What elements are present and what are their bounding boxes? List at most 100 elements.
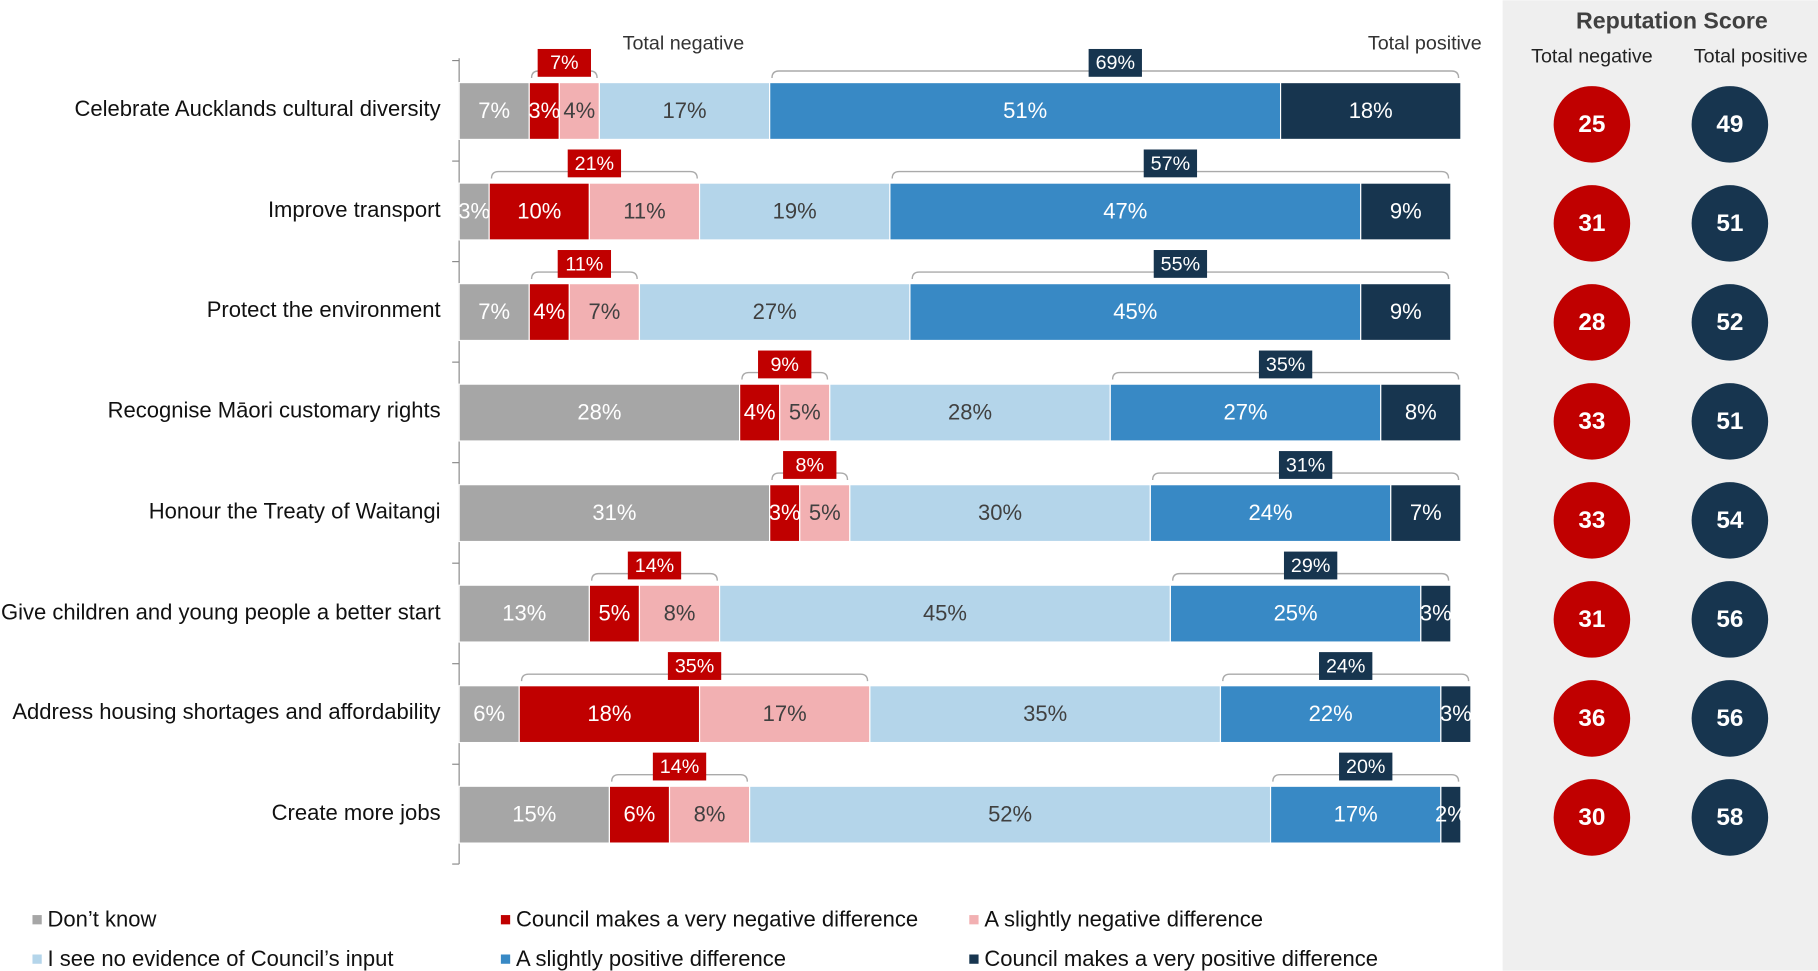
- bar-label: 30%: [978, 500, 1022, 525]
- legend-swatch: [32, 954, 42, 964]
- bar-segment: [458, 584, 590, 643]
- total-label-box: [1283, 551, 1338, 580]
- bar-label: 19%: [773, 198, 817, 223]
- bar-label: 15%: [512, 802, 556, 827]
- bar-label: 4%: [533, 299, 565, 324]
- panel-title: Reputation Score: [1576, 7, 1768, 33]
- total-label-box: [783, 451, 837, 479]
- total-label-box: [1153, 250, 1208, 278]
- legend-label: Council makes a very positive difference: [984, 946, 1378, 971]
- bar-label: 3%: [528, 98, 560, 123]
- bar-label: 18%: [587, 701, 631, 726]
- bar-segment: [588, 584, 641, 643]
- score-circle: [1691, 185, 1769, 262]
- total-label-box: [652, 752, 707, 781]
- bar-label: 17%: [662, 98, 706, 123]
- total-label-box: [1319, 652, 1373, 680]
- y-tick-label: Recognise Māori customary rights: [107, 399, 441, 424]
- bar-segment: [1390, 484, 1462, 543]
- total-label: 31%: [1286, 454, 1325, 476]
- score-label: 56: [1716, 606, 1743, 633]
- bar-label: 10%: [517, 198, 561, 223]
- bar-segment: [909, 283, 1362, 342]
- y-tick-label: Celebrate Aucklands cultural diversity: [74, 97, 441, 123]
- score-circle: [1553, 680, 1631, 757]
- score-circle: [1553, 284, 1631, 361]
- bar-segment: [1440, 785, 1462, 844]
- total-label: 29%: [1291, 555, 1330, 577]
- total-label: 57%: [1151, 153, 1190, 175]
- panel-header: Total positive: [1694, 45, 1808, 67]
- score-circle: [1691, 581, 1769, 658]
- bar-segment: [668, 785, 751, 844]
- legend-label: I see no evidence of Council’s input: [48, 946, 394, 971]
- bar-segment: [1279, 82, 1462, 140]
- bar-segment: [1440, 685, 1472, 744]
- total-label-box: [567, 149, 622, 178]
- bar-segment: [558, 82, 600, 140]
- bar-segment: [1380, 383, 1462, 442]
- bar-label: 52%: [988, 802, 1032, 827]
- total-label: 7%: [550, 52, 578, 74]
- panel-header: Total negative: [1531, 45, 1653, 67]
- bar-label: 5%: [598, 601, 630, 626]
- total-label-box: [758, 350, 812, 379]
- total-label: 9%: [770, 354, 798, 376]
- bar-segment: [608, 785, 671, 844]
- total-label-box: [667, 652, 722, 680]
- total-label-box: [1278, 451, 1333, 479]
- legend-swatch: [500, 954, 511, 964]
- bar-segment: [638, 584, 721, 643]
- bar-label: 7%: [1410, 500, 1442, 525]
- bar-label: 3%: [769, 500, 801, 525]
- bar-label: 8%: [664, 601, 696, 626]
- bar-label: 28%: [577, 400, 621, 425]
- total-label-box: [1339, 752, 1393, 781]
- bar-segment: [698, 685, 871, 744]
- total-label-box: [627, 551, 682, 580]
- legend-swatch: [969, 954, 979, 964]
- bar-segment: [889, 182, 1362, 241]
- bar-segment: [1269, 785, 1442, 844]
- bar-label: 27%: [1223, 400, 1267, 425]
- total-label-box: [537, 48, 591, 77]
- bar-label: 7%: [478, 299, 510, 324]
- legend-swatch: [32, 915, 42, 925]
- bar-segment: [598, 82, 771, 140]
- bar-label: 28%: [948, 400, 992, 425]
- category-label-box: Address housing shortages and affordabil…: [12, 701, 440, 725]
- annotation: Total negative: [623, 33, 745, 55]
- total-label: 69%: [1096, 52, 1135, 74]
- category-label-box: Give children and young people a better …: [1, 600, 441, 624]
- legend-swatch: [969, 915, 979, 925]
- bar-segment: [1420, 584, 1452, 643]
- bar-label: 3%: [458, 198, 490, 223]
- score-circle: [1691, 779, 1769, 856]
- score-label: 31: [1578, 606, 1605, 633]
- score-panel: [1502, 0, 1818, 971]
- score-label: 58: [1716, 804, 1743, 831]
- bar-segment: [799, 484, 851, 543]
- score-circle: [1553, 482, 1631, 559]
- bar-label: 45%: [923, 601, 967, 626]
- category-label-box: Celebrate Aucklands cultural diversity: [74, 97, 441, 123]
- bar-segment: [458, 283, 530, 342]
- total-label-box: [557, 250, 612, 278]
- bar-segment: [739, 383, 781, 442]
- bar-label: 35%: [1023, 701, 1067, 726]
- annotation: Total positive: [1368, 33, 1482, 55]
- score-label: 52: [1716, 309, 1743, 336]
- bar-label: 17%: [1334, 802, 1378, 827]
- total-label: 21%: [575, 153, 614, 175]
- bar-segment: [588, 182, 701, 241]
- bar-segment: [638, 283, 911, 342]
- legend-swatch: [500, 915, 511, 925]
- bar-label: 11%: [623, 198, 665, 223]
- bar-segment: [1149, 484, 1392, 543]
- bar-segment: [458, 484, 771, 543]
- total-label: 55%: [1161, 253, 1200, 275]
- bar-label: 25%: [1274, 601, 1318, 626]
- bar-label: 2%: [1435, 802, 1467, 827]
- bar-segment: [1360, 283, 1452, 342]
